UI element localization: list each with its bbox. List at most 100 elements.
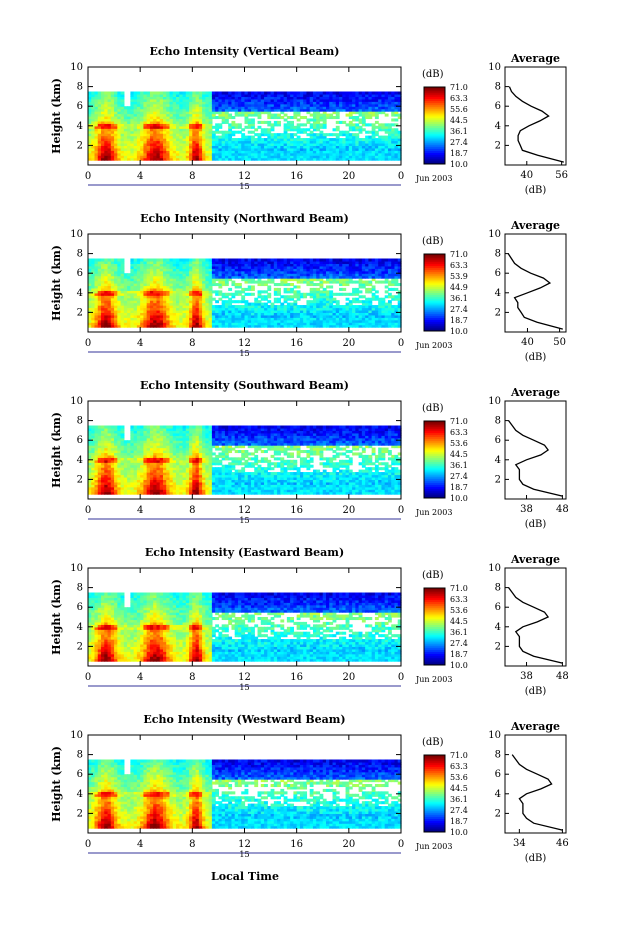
heatmap-cell [162,307,167,311]
heatmap-cell [244,111,249,115]
heatmap-cell [237,111,242,115]
heatmap-cell [316,138,321,142]
heatmap-cell [270,150,275,154]
heatmap-cell [332,93,337,97]
heatmap-cell [293,106,298,110]
heatmap-cell [153,268,158,272]
heatmap-cell [123,140,128,144]
heatmap-cell [162,133,167,137]
heatmap-cell [91,300,96,304]
heatmap-cell [218,96,223,100]
heatmap-cell [110,123,115,127]
heatmap-cell [185,314,190,318]
heatmap-cell [176,118,180,122]
heatmap-cell [267,273,272,277]
heatmap-cell [198,270,203,274]
heatmap-cell [218,263,223,267]
heatmap-cell [120,116,125,120]
heatmap-cell [247,273,252,277]
heatmap-cell [149,142,154,146]
heatmap-cell [166,314,171,318]
heatmap-cell [264,101,268,105]
heatmap-cell [270,98,275,102]
heatmap-cell [172,118,177,122]
heatmap-cell [149,157,154,161]
heatmap-cell [264,93,268,97]
heatmap-cell [104,309,109,313]
heatmap-cell [130,292,135,296]
heatmap-cell [387,142,392,146]
heatmap-cell [387,128,392,132]
colorbar-swatch [424,146,445,150]
heatmap-cell [299,145,304,149]
heatmap-cell [133,142,138,146]
heatmap-cell [355,116,360,120]
panel-1: Echo Intensity (Northward Beam)246810Hei… [50,212,567,363]
heatmap-cell [254,312,259,316]
heatmap-cell [127,111,131,115]
heatmap-cell [231,295,236,299]
heatmap-cell [270,280,275,284]
heatmap-cell [339,93,343,97]
heatmap-cell [280,155,285,159]
heatmap-cell [257,300,262,304]
heatmap-cell [192,273,197,277]
heatmap-cell [172,152,177,156]
heatmap-cell [185,113,190,117]
heatmap-cell [162,113,167,117]
heatmap-cell [221,314,226,318]
heatmap-cell [378,101,383,105]
heatmap-cell [153,111,158,115]
heatmap-cell [339,120,343,124]
heatmap-cell [299,116,304,120]
heatmap-cell [156,302,161,306]
heatmap-cell [241,307,246,311]
heatmap-cell [169,322,174,326]
heatmap-cell [293,133,298,137]
heatmap-cell [267,268,272,272]
heatmap-cell [110,263,115,267]
heatmap-cell [140,125,145,129]
heatmap-cell [127,147,131,151]
heatmap-cell [221,305,226,309]
heatmap-cell [192,268,197,272]
heatmap-cell [189,324,193,328]
heatmap-cell [224,319,229,323]
heatmap-cell [270,270,275,274]
heatmap-cell [365,138,369,142]
heatmap-cell [166,258,171,262]
heatmap-cell [195,120,200,124]
heatmap-cell [114,96,118,100]
heatmap-cell [247,152,252,156]
heatmap-cell [361,147,366,151]
heatmap-cell [335,133,340,137]
heatmap-cell [156,278,161,282]
heatmap-cell [260,275,265,279]
heatmap-cell [237,322,242,326]
heatmap-cell [104,319,109,323]
heatmap-cell [221,278,226,282]
heatmap-cell [140,263,145,267]
heatmap-cell [247,108,252,112]
heatmap-cell [146,300,151,304]
heatmap-cell [159,295,164,299]
heatmap-cell [332,140,337,144]
heatmap-cell [195,258,200,262]
heatmap-cell [166,287,171,291]
heatmap-cell [182,108,187,112]
heatmap-cell [97,116,102,120]
heatmap-cell [355,150,360,154]
heatmap-cell [234,260,239,264]
heatmap-cell [159,101,164,105]
heatmap-cell [312,113,317,117]
heatmap-cell [371,108,376,112]
heatmap-cell [237,273,242,277]
heatmap-cell [358,145,363,149]
heatmap-cell [355,96,360,100]
heatmap-cell [88,270,92,274]
heatmap-cell [97,324,102,328]
heatmap-cell [296,106,301,110]
heatmap-cell [231,317,236,321]
heatmap-cell [387,106,392,110]
heatmap-cell [251,292,255,296]
